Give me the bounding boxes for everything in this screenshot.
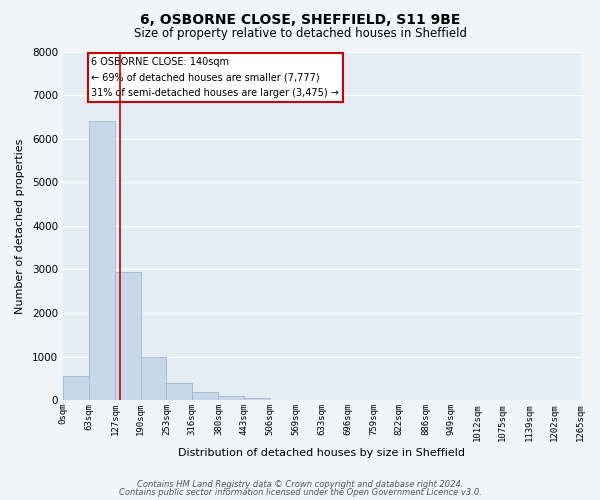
- Bar: [166, 383, 192, 400]
- Text: 6 OSBORNE CLOSE: 140sqm
← 69% of detached houses are smaller (7,777)
31% of semi: 6 OSBORNE CLOSE: 140sqm ← 69% of detache…: [91, 56, 339, 98]
- Text: Contains public sector information licensed under the Open Government Licence v3: Contains public sector information licen…: [119, 488, 481, 497]
- Bar: [89, 121, 115, 400]
- Text: Size of property relative to detached houses in Sheffield: Size of property relative to detached ho…: [133, 28, 467, 40]
- Text: 6, OSBORNE CLOSE, SHEFFIELD, S11 9BE: 6, OSBORNE CLOSE, SHEFFIELD, S11 9BE: [140, 12, 460, 26]
- X-axis label: Distribution of detached houses by size in Sheffield: Distribution of detached houses by size …: [178, 448, 465, 458]
- Bar: [192, 392, 218, 400]
- Bar: [218, 396, 244, 400]
- Y-axis label: Number of detached properties: Number of detached properties: [15, 138, 25, 314]
- Bar: [244, 398, 270, 400]
- Bar: [140, 358, 166, 400]
- Bar: [63, 376, 89, 400]
- Bar: [115, 272, 140, 400]
- Text: Contains HM Land Registry data © Crown copyright and database right 2024.: Contains HM Land Registry data © Crown c…: [137, 480, 463, 489]
